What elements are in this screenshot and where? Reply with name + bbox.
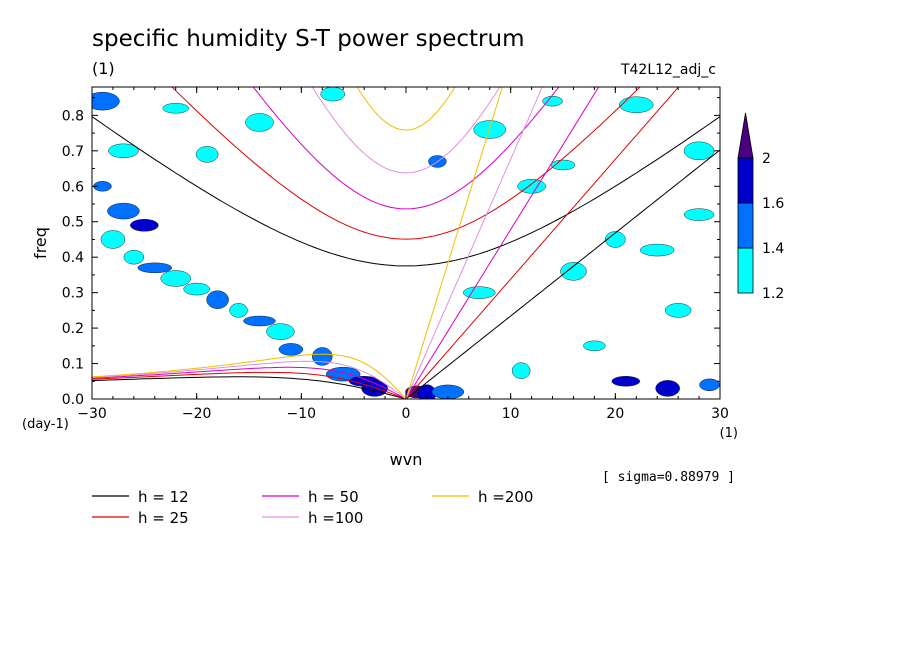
y-tick-label: 0.2 — [62, 321, 84, 337]
y-tick-label: 0.1 — [62, 357, 84, 373]
y-tick-label: 0.7 — [62, 144, 84, 160]
shaded-contour — [560, 262, 587, 281]
chart-subtitle-right: T42L12_adj_c — [620, 62, 716, 78]
shaded-contour — [92, 91, 120, 111]
x-tick-label: 0 — [402, 406, 411, 422]
curve-rossby — [92, 371, 407, 399]
curve-rossby — [92, 353, 407, 399]
shaded-contour — [245, 113, 274, 132]
legend-label: h =200 — [478, 488, 533, 506]
shaded-contour — [206, 290, 229, 309]
curve-rossby — [92, 376, 407, 399]
y-ticks: 0.0 0.1 0.2 0.3 0.4 0.5 0.6 0.7 0.8 — [62, 97, 720, 408]
sigma-label: [ sigma=0.88979 ] — [602, 470, 735, 485]
plot-area: −30 −20 −10 0 10 20 30 0.00.10.20.30.40.50.60.… — [62, 86, 729, 422]
curve-kelvin — [405, 149, 720, 399]
curve-inertia-gravity — [92, 116, 720, 267]
y-tick-label: 0.4 — [62, 250, 84, 266]
x-tick-label: 30 — [711, 406, 729, 422]
colorbar-label: 2 — [762, 151, 771, 167]
curve-inertia-gravity — [171, 87, 641, 240]
shaded-contour — [611, 376, 640, 387]
shaded-contour — [683, 208, 715, 221]
colorbar-box — [737, 202, 754, 249]
legend: h = 12 h = 25 h = 50 h =100 h =200 — [92, 488, 533, 527]
shaded-contour — [699, 378, 720, 392]
colorbar-arrow — [737, 112, 754, 159]
curve-inertia-gravity — [252, 87, 560, 210]
plot-frame — [91, 86, 721, 400]
x-tick-label: 10 — [502, 406, 520, 422]
y-tick-label: 0.0 — [62, 392, 84, 408]
curve-kelvin — [405, 87, 543, 399]
shaded-contour — [107, 202, 140, 220]
shaded-contour — [162, 103, 189, 114]
dispersion-curves — [92, 87, 720, 399]
shaded-contour — [463, 286, 496, 299]
shaded-contour — [655, 380, 680, 397]
x-ticks: −30 −20 −10 0 10 20 30 — [77, 87, 729, 422]
colorbar-label: 1.2 — [762, 286, 784, 302]
shaded-contour — [312, 347, 333, 366]
legend-label: h =100 — [308, 509, 363, 527]
x-tick-label: −30 — [77, 406, 107, 422]
y-tick-label: 0.6 — [62, 179, 84, 195]
chart-subtitle-left: (1) — [92, 59, 115, 78]
shaded-contour — [511, 362, 531, 379]
y-tick-label: 0.3 — [62, 286, 84, 302]
shaded-contour — [473, 120, 506, 139]
shaded-contour — [160, 270, 191, 287]
y-axis-label: freq — [31, 227, 50, 259]
chart-title: specific humidity S-T power spectrum — [92, 26, 524, 52]
shaded-contour — [640, 243, 675, 257]
x-axis-label: wvn — [390, 450, 423, 469]
shaded-contour — [195, 146, 219, 163]
colorbar-box — [737, 247, 754, 294]
shaded-contour — [137, 262, 173, 274]
curve-inertia-gravity — [311, 87, 501, 174]
shaded-contour — [123, 249, 145, 265]
shaded-contour — [108, 143, 139, 159]
x-tick-label: −10 — [287, 406, 317, 422]
shaded-contour — [664, 303, 692, 318]
y-tick-label: 0.8 — [62, 108, 84, 124]
legend-label: h = 12 — [138, 488, 189, 506]
shaded-contour — [229, 303, 248, 318]
y-tick-label: 0.5 — [62, 215, 84, 231]
shaded-contour — [583, 340, 606, 352]
shaded-contour — [278, 343, 304, 356]
colorbar-label: 1.6 — [762, 196, 784, 212]
curve-kelvin — [405, 87, 503, 399]
shaded-contour — [605, 231, 626, 248]
curve-inertia-gravity — [356, 87, 456, 131]
curve-kelvin — [405, 87, 600, 399]
shaded-contour — [100, 230, 126, 249]
shaded-contour — [542, 95, 563, 107]
legend-label: h = 25 — [138, 509, 189, 527]
x-tick-label: 20 — [606, 406, 624, 422]
shaded-contours — [92, 87, 720, 399]
legend-label: h = 50 — [308, 488, 359, 506]
x-unit-label: (1) — [720, 426, 738, 441]
shaded-contour — [243, 315, 276, 327]
shaded-contour — [619, 96, 654, 113]
shaded-contour — [683, 141, 715, 161]
colorbar-box — [737, 157, 754, 204]
curve-rossby — [92, 366, 407, 399]
shaded-contour — [183, 282, 210, 296]
shaded-contour — [130, 219, 159, 232]
colorbar-label: 1.4 — [762, 241, 784, 257]
curve-kelvin — [405, 87, 680, 399]
curve-rossby — [92, 360, 407, 399]
x-tick-label: −20 — [182, 406, 212, 422]
shaded-contour — [266, 323, 295, 340]
y-unit-label: (day-1) — [22, 417, 69, 432]
colorbar: 1.2 1.4 1.6 2 — [737, 112, 784, 302]
shaded-contour — [320, 87, 345, 102]
